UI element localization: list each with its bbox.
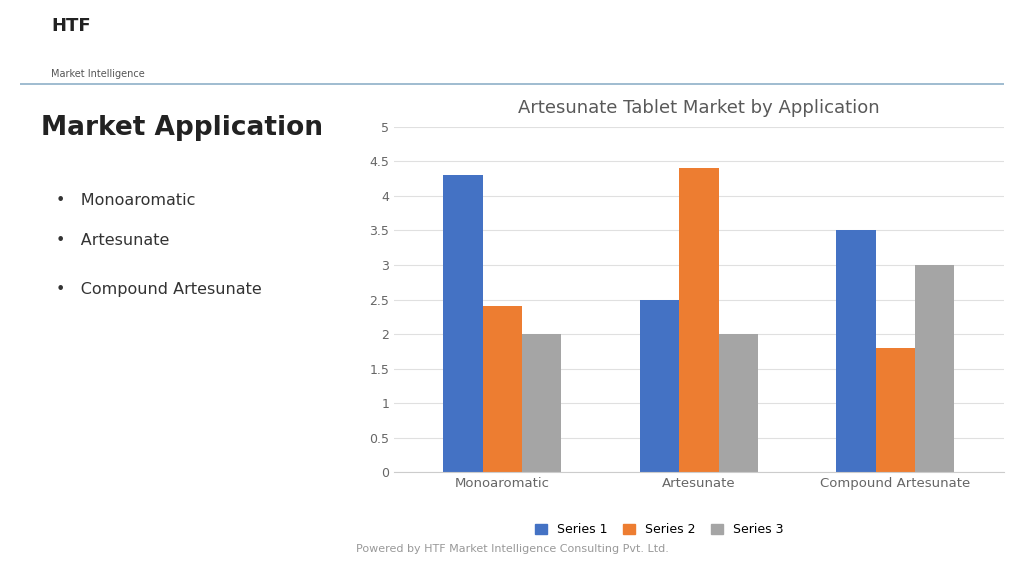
Text: •   Compound Artesunate: • Compound Artesunate: [56, 282, 262, 297]
Text: HTF: HTF: [51, 17, 91, 35]
Bar: [443, 175, 482, 472]
Text: Powered by HTF Market Intelligence Consulting Pvt. Ltd.: Powered by HTF Market Intelligence Consu…: [355, 544, 669, 554]
Bar: [482, 306, 522, 472]
Bar: [522, 334, 561, 472]
Bar: [837, 230, 876, 472]
Bar: [915, 265, 954, 472]
Bar: [719, 334, 758, 472]
Text: •   Monoaromatic: • Monoaromatic: [56, 193, 196, 208]
Text: Market Intelligence: Market Intelligence: [51, 69, 145, 79]
Legend: Series 1, Series 2, Series 3: Series 1, Series 2, Series 3: [535, 524, 783, 536]
Text: •   Artesunate: • Artesunate: [56, 233, 170, 248]
Title: Artesunate Tablet Market by Application: Artesunate Tablet Market by Application: [518, 99, 880, 117]
Bar: [640, 300, 679, 472]
Bar: [679, 168, 719, 472]
Text: Market Application: Market Application: [41, 115, 323, 141]
Bar: [876, 348, 915, 472]
